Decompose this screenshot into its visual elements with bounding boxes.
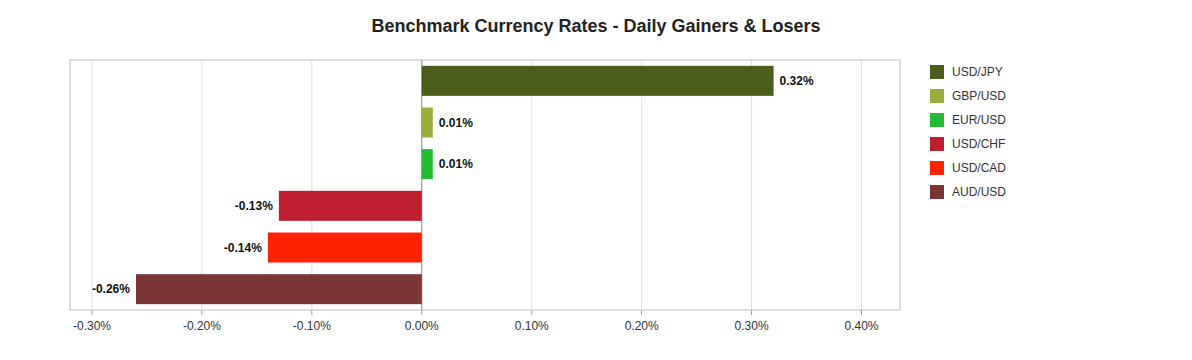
grid-line — [201, 60, 202, 310]
tick-mark — [91, 310, 92, 315]
tick-mark — [311, 310, 312, 315]
grid-line — [531, 60, 532, 310]
x-axis: -0.30% -0.20% -0.10% 0.00% 0.10% 0.20% 0.30% 0.… — [73, 310, 879, 333]
bar — [422, 66, 774, 96]
chart-container: Benchmark Currency Rates - Daily Gainers… — [0, 0, 1192, 360]
tick-label: -0.30% — [73, 319, 111, 333]
legend-swatch — [930, 137, 944, 151]
tick-label: 0.30% — [735, 319, 769, 333]
data-label: -0.13% — [235, 199, 273, 213]
tick-mark — [861, 310, 862, 315]
tick-mark — [421, 310, 422, 315]
legend-label: USD/CAD — [952, 161, 1006, 175]
grid-line — [751, 60, 752, 310]
data-labels: 0.32% 0.01% 0.01% -0.13% -0.14% -0.26% — [92, 74, 814, 296]
tick-mark — [201, 310, 202, 315]
legend-swatch — [930, 89, 944, 103]
tick-label: 0.40% — [845, 319, 879, 333]
zero-line — [421, 60, 422, 310]
tick-label: 0.20% — [625, 319, 659, 333]
bar — [136, 274, 422, 304]
legend-label: GBP/USD — [952, 89, 1006, 103]
grid-line — [91, 60, 92, 310]
legend-label: AUD/USD — [952, 185, 1006, 199]
tick-mark — [531, 310, 532, 315]
chart-svg: Benchmark Currency Rates - Daily Gainers… — [0, 0, 1192, 360]
grid-line — [861, 60, 862, 310]
legend-swatch — [930, 65, 944, 79]
data-label: 0.32% — [780, 74, 814, 88]
tick-label: -0.20% — [183, 319, 221, 333]
bar — [279, 191, 422, 221]
grid-line — [311, 60, 312, 310]
chart-title: Benchmark Currency Rates - Daily Gainers… — [371, 16, 820, 36]
tick-mark — [751, 310, 752, 315]
data-label: -0.26% — [92, 282, 130, 296]
legend-label: USD/JPY — [952, 65, 1003, 79]
legend-label: EUR/USD — [952, 113, 1006, 127]
tick-label: 0.00% — [405, 319, 439, 333]
legend-swatch — [930, 161, 944, 175]
data-label: 0.01% — [439, 157, 473, 171]
legend-swatch — [930, 113, 944, 127]
tick-label: -0.10% — [293, 319, 331, 333]
tick-label: 0.10% — [515, 319, 549, 333]
tick-mark — [641, 310, 642, 315]
data-label: 0.01% — [439, 116, 473, 130]
bar — [422, 149, 433, 179]
bar — [268, 233, 422, 263]
legend-swatch — [930, 185, 944, 199]
bars — [136, 66, 774, 304]
data-label: -0.14% — [224, 241, 262, 255]
grid — [92, 60, 862, 310]
legend-label: USD/CHF — [952, 137, 1005, 151]
plot-frame — [70, 60, 900, 310]
grid-line — [641, 60, 642, 310]
legend: USD/JPY GBP/USD EUR/USD USD/CHF USD/CAD AUD/U… — [930, 65, 1006, 199]
bar — [422, 108, 433, 138]
